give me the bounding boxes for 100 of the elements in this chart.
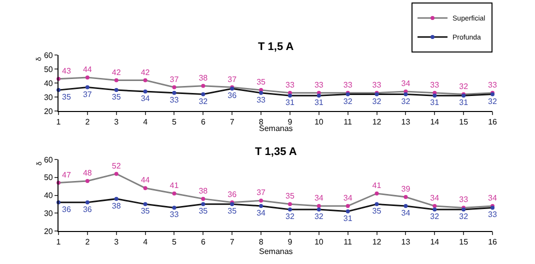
- x-tick-label: 8: [258, 238, 264, 247]
- x-tick-label: 10: [314, 238, 324, 247]
- x-tick-label: 15: [459, 118, 469, 127]
- x-tick-label: 9: [288, 238, 293, 247]
- x-tick-label: 11: [344, 118, 353, 127]
- data-label: 34: [343, 193, 353, 202]
- data-label: 47: [62, 170, 72, 180]
- data-label: 48: [82, 168, 92, 178]
- y-tick-label: 40: [44, 191, 54, 200]
- data-label: 41: [170, 180, 180, 190]
- x-tick-label: 12: [372, 118, 382, 127]
- y-tick-label: 30: [44, 208, 54, 218]
- data-label: 38: [112, 201, 122, 210]
- x-tick-label: 13: [401, 238, 411, 247]
- data-label: 38: [198, 186, 208, 196]
- data-label: 35: [140, 206, 150, 216]
- data-label: 32: [314, 212, 324, 222]
- data-label: 32: [430, 212, 440, 222]
- x-tick-label: 13: [401, 118, 411, 127]
- data-label: 34: [314, 193, 324, 202]
- y-tick-label: 40: [44, 78, 54, 88]
- x-axis-title: Semanas: [259, 247, 293, 256]
- x-tick-label: 12: [372, 238, 382, 247]
- x-tick-label: 2: [85, 238, 90, 247]
- chart-title: T 1,5 A: [258, 41, 294, 53]
- data-label: 33: [170, 95, 180, 104]
- data-label: 34: [401, 208, 411, 218]
- data-label: 35: [286, 192, 295, 201]
- x-tick-label: 2: [85, 118, 90, 127]
- data-label: 41: [372, 180, 382, 190]
- y-tick-label: 50: [44, 173, 54, 182]
- data-label: 31: [314, 98, 324, 108]
- data-label: 35: [228, 206, 238, 216]
- data-label: 33: [430, 80, 440, 90]
- data-label: 37: [170, 74, 180, 84]
- x-tick-label: 10: [314, 118, 324, 127]
- x-tick-label: 5: [172, 238, 178, 247]
- data-label: 36: [62, 204, 72, 214]
- x-tick-label: 4: [143, 118, 148, 127]
- x-tick-label: 1: [56, 118, 62, 127]
- data-label: 37: [228, 74, 238, 84]
- data-label: 43: [62, 66, 72, 76]
- x-axis-title: Semanas: [259, 124, 293, 133]
- data-label: 31: [286, 98, 295, 108]
- data-label: 35: [198, 206, 208, 216]
- data-label: 32: [401, 96, 411, 106]
- data-label: 42: [140, 68, 150, 77]
- data-label: 32: [459, 212, 469, 222]
- data-label: 33: [314, 80, 324, 90]
- y-tick-label: 50: [44, 64, 54, 74]
- data-label: 33: [372, 80, 382, 90]
- data-label: 33: [256, 95, 266, 104]
- x-tick-label: 4: [143, 238, 148, 247]
- data-label: 44: [82, 64, 92, 74]
- data-label: 42: [112, 68, 122, 77]
- x-tick-label: 7: [230, 118, 235, 127]
- y-tick-label: 20: [44, 106, 54, 116]
- data-label: 34: [430, 193, 440, 202]
- data-label: 32: [198, 96, 208, 106]
- data-label: 33: [343, 80, 353, 90]
- data-label: 32: [343, 96, 353, 106]
- data-label: 35: [256, 78, 266, 87]
- y-tick-label: 60: [44, 155, 54, 164]
- data-label: 33: [488, 210, 498, 220]
- data-label: 31: [343, 214, 353, 223]
- x-tick-label: 14: [430, 238, 440, 247]
- data-label: 39: [401, 184, 411, 194]
- data-label: 33: [459, 195, 469, 204]
- data-label: 34: [256, 208, 266, 218]
- data-label: 32: [459, 82, 469, 91]
- data-label: 37: [256, 188, 266, 198]
- data-label: 36: [228, 190, 238, 199]
- data-label: 32: [372, 96, 382, 106]
- data-label: 35: [112, 92, 122, 102]
- data-label: 33: [488, 80, 498, 90]
- data-label: 33: [286, 80, 295, 90]
- data-label: 31: [430, 98, 440, 108]
- x-tick-label: 11: [344, 238, 353, 247]
- x-tick-label: 3: [114, 238, 120, 247]
- data-label: 32: [286, 212, 295, 222]
- x-tick-label: 3: [114, 118, 120, 127]
- data-label: 36: [82, 204, 92, 214]
- x-tick-label: 5: [172, 118, 178, 127]
- x-tick-label: 14: [430, 118, 440, 127]
- y-tick-label: 30: [44, 92, 54, 102]
- x-tick-label: 7: [230, 238, 235, 247]
- y-tick-label: 20: [44, 226, 54, 236]
- data-label: 37: [82, 90, 92, 99]
- chart-title: T 1,35 A: [255, 146, 297, 158]
- data-label: 34: [401, 78, 411, 88]
- data-label: 38: [198, 73, 208, 82]
- x-tick-label: 1: [56, 238, 62, 247]
- data-label: 34: [140, 94, 150, 103]
- data-label: 31: [459, 98, 469, 108]
- data-label: 35: [372, 206, 382, 216]
- x-tick-label: 16: [488, 238, 498, 247]
- data-label: 44: [140, 176, 150, 185]
- x-tick-label: 6: [200, 118, 206, 127]
- x-tick-label: 6: [200, 238, 206, 247]
- data-label: 32: [488, 96, 498, 106]
